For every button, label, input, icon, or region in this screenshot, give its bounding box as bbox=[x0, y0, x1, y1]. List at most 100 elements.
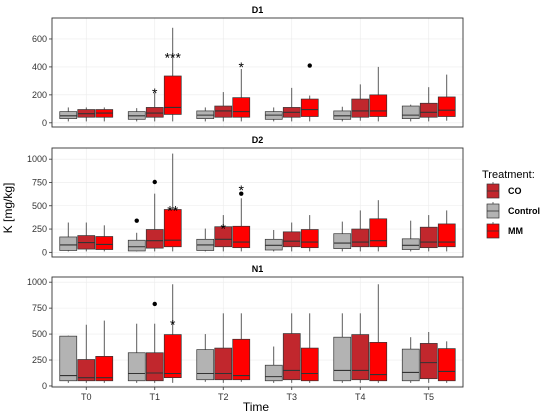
box-iqr bbox=[145, 352, 164, 382]
panels: D10200400600*****D202505007501000****N10… bbox=[27, 5, 464, 402]
box-mm-t4 bbox=[369, 66, 388, 122]
box-control-t2 bbox=[196, 107, 215, 122]
box-control-t3 bbox=[264, 346, 283, 383]
box-iqr bbox=[163, 209, 182, 248]
y-tick-label: 500 bbox=[32, 201, 47, 211]
y-tick-label: 0 bbox=[42, 118, 47, 128]
y-tick-label: 600 bbox=[32, 34, 47, 44]
box-mm-t2 bbox=[232, 198, 251, 252]
x-tick-label: T3 bbox=[286, 392, 297, 402]
box-co-t4 bbox=[351, 210, 370, 252]
box-mm-t2 bbox=[232, 69, 251, 122]
box-mm-t4 bbox=[369, 284, 388, 383]
box-iqr bbox=[196, 349, 215, 381]
box-iqr bbox=[95, 236, 114, 250]
box-co-t3 bbox=[282, 87, 301, 122]
legend-title: Treatment: bbox=[482, 169, 535, 181]
panel-background bbox=[52, 277, 463, 387]
box-iqr bbox=[401, 238, 420, 250]
box-iqr bbox=[401, 105, 420, 119]
box-iqr bbox=[59, 236, 78, 251]
box-control-t2 bbox=[196, 334, 215, 382]
box-iqr bbox=[437, 223, 456, 248]
box-iqr bbox=[145, 107, 164, 118]
box-iqr bbox=[351, 98, 370, 118]
x-tick-label: T5 bbox=[423, 392, 434, 402]
outlier-point bbox=[134, 218, 139, 223]
outlier-point bbox=[307, 63, 312, 68]
box-co-t2 bbox=[214, 313, 233, 383]
box-iqr bbox=[437, 96, 456, 117]
box-co-t3 bbox=[282, 313, 301, 383]
box-iqr bbox=[214, 105, 233, 118]
legend-entry-control: Control bbox=[486, 202, 540, 219]
box-control-t1 bbox=[127, 232, 146, 252]
box-mm-t5 bbox=[437, 74, 456, 121]
box-iqr bbox=[214, 226, 233, 248]
box-co-t2 bbox=[214, 92, 233, 122]
box-iqr bbox=[333, 110, 352, 120]
box-control-t5 bbox=[401, 337, 420, 383]
box-co-t5 bbox=[419, 87, 438, 122]
significance-marker: * bbox=[239, 182, 245, 198]
legend-entry-co: CO bbox=[486, 182, 522, 199]
box-mm-t3 bbox=[300, 95, 319, 122]
panel-border bbox=[51, 147, 464, 258]
y-tick-label: 400 bbox=[32, 62, 47, 72]
significance-marker: * bbox=[152, 85, 158, 101]
box-control-t3 bbox=[264, 229, 283, 252]
box-mm-t5 bbox=[437, 341, 456, 383]
panel-title: D2 bbox=[252, 135, 264, 145]
box-iqr bbox=[282, 231, 301, 248]
box-iqr bbox=[300, 347, 319, 382]
significance-marker: * bbox=[239, 59, 245, 75]
y-tick-label: 0 bbox=[42, 247, 47, 257]
panel-background bbox=[52, 148, 463, 257]
box-iqr bbox=[232, 338, 251, 381]
x-axis-label: Time bbox=[243, 400, 270, 414]
box-control-t2 bbox=[196, 228, 215, 252]
box-control-t5 bbox=[401, 104, 420, 122]
significance-marker: ** bbox=[167, 203, 178, 219]
box-mm-t1 bbox=[163, 27, 182, 122]
box-iqr bbox=[59, 335, 78, 382]
outlier-point bbox=[239, 191, 244, 196]
box-co-t1 bbox=[145, 92, 164, 122]
panel-border bbox=[51, 276, 464, 388]
box-iqr bbox=[300, 98, 319, 117]
legend-entry-mm: MM bbox=[486, 222, 523, 239]
box-iqr bbox=[419, 226, 438, 249]
box-mm-t0 bbox=[95, 320, 114, 383]
box-iqr bbox=[300, 229, 319, 249]
box-co-t1 bbox=[145, 323, 164, 383]
box-iqr bbox=[351, 228, 370, 248]
box-iqr bbox=[77, 359, 96, 382]
y-tick-label: 200 bbox=[32, 90, 47, 100]
box-co-t0 bbox=[77, 324, 96, 383]
box-control-t4 bbox=[333, 313, 352, 383]
box-co-t3 bbox=[282, 222, 301, 252]
box-iqr bbox=[333, 233, 352, 249]
box-iqr bbox=[127, 352, 146, 382]
legend-label: Control bbox=[508, 206, 540, 216]
panel-background bbox=[52, 18, 463, 127]
panel-border bbox=[51, 17, 464, 128]
box-co-t1 bbox=[145, 193, 164, 252]
box-iqr bbox=[419, 102, 438, 118]
box-control-t0 bbox=[59, 107, 78, 122]
y-axis-label: K [mg/kg] bbox=[1, 183, 15, 234]
box-co-t0 bbox=[77, 222, 96, 252]
box-co-t4 bbox=[351, 313, 370, 383]
box-iqr bbox=[232, 225, 251, 249]
box-mm-t2 bbox=[232, 313, 251, 382]
y-tick-label: 1000 bbox=[27, 154, 47, 164]
box-iqr bbox=[163, 75, 182, 115]
y-tick-label: 1000 bbox=[27, 277, 47, 287]
box-iqr bbox=[369, 218, 388, 248]
x-tick-label: T0 bbox=[81, 392, 92, 402]
legend: Treatment: CO Control MM bbox=[482, 169, 540, 239]
panel-n1: N1 0 250 500 750 1000 * bbox=[27, 264, 464, 391]
